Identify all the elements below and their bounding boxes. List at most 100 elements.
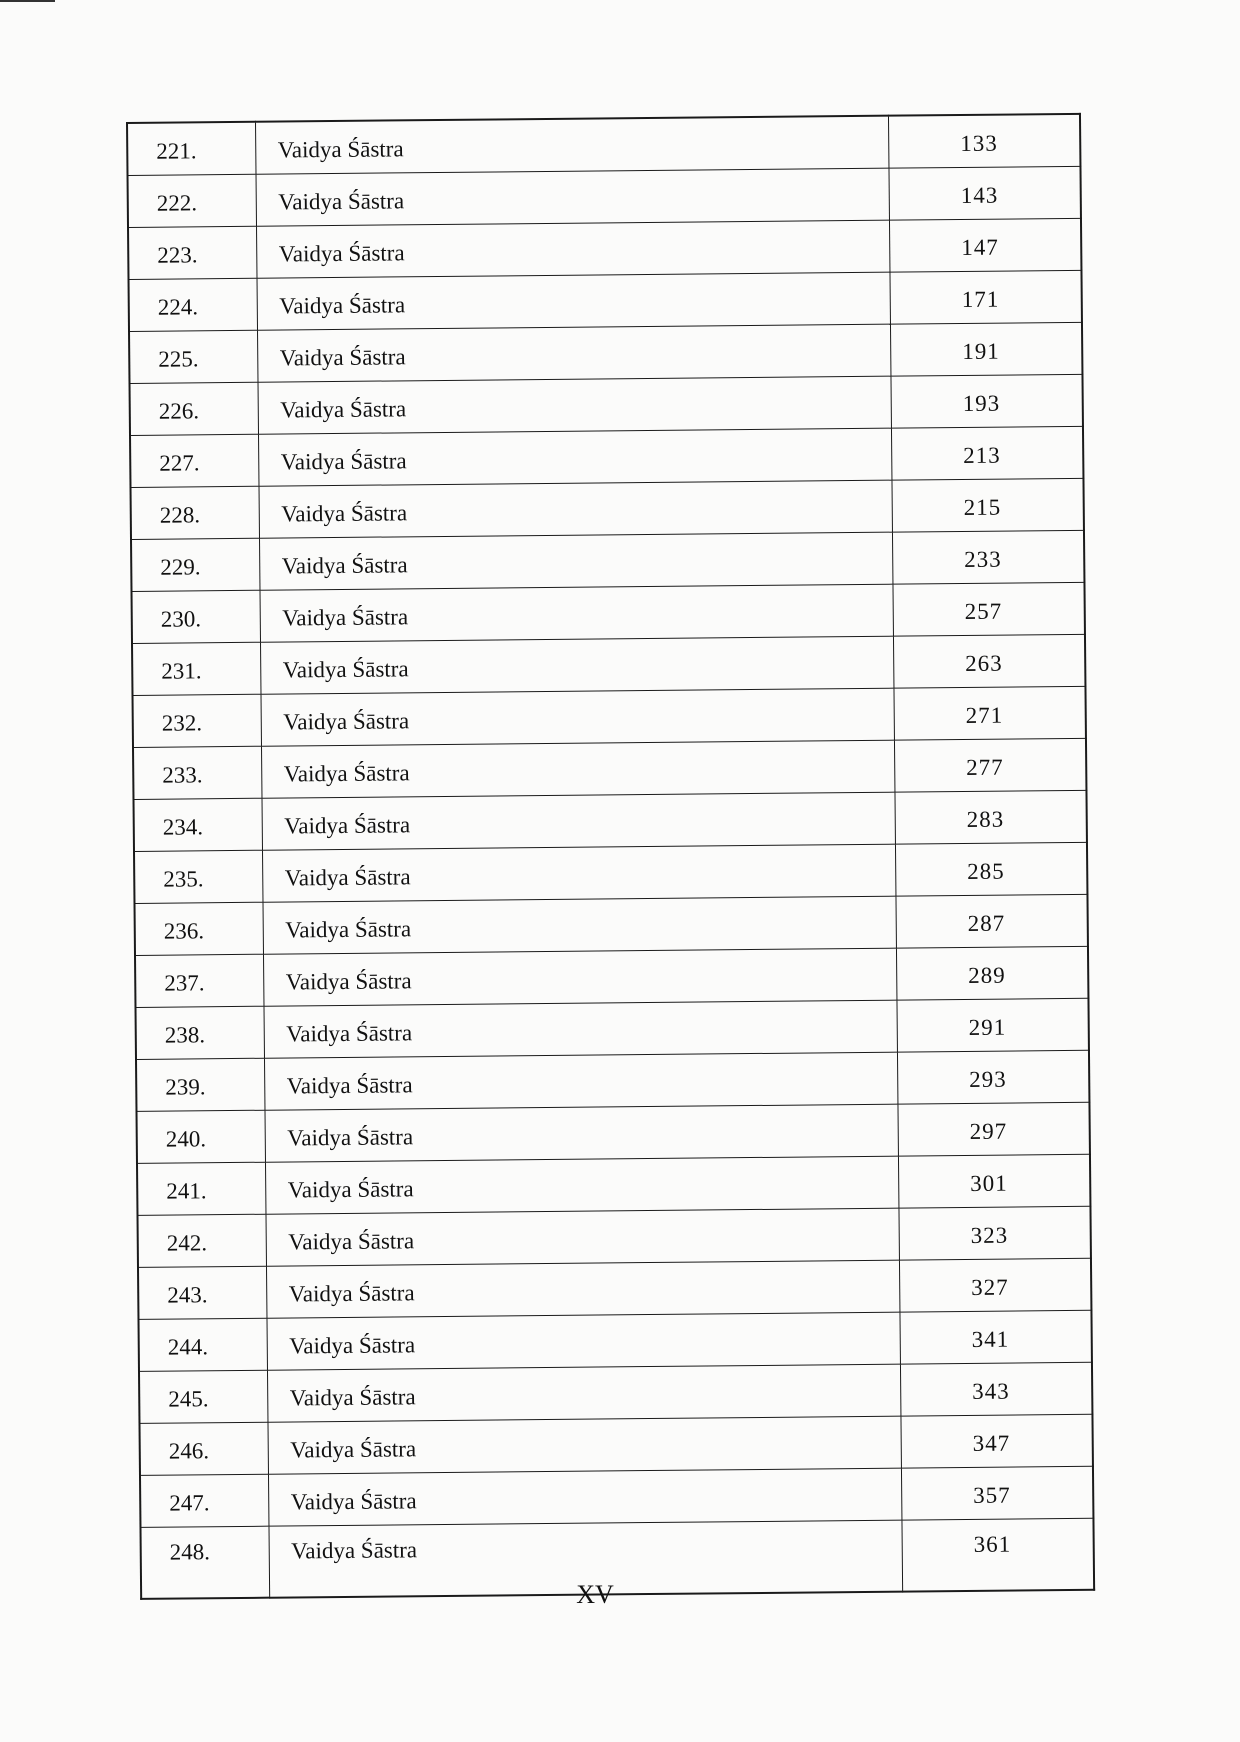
table-row: 225. Vaidya Śāstra 191 <box>129 322 1083 384</box>
row-title: Vaidya Śāstra <box>261 844 896 903</box>
row-number: 230. <box>131 590 261 644</box>
row-page: 297 <box>897 1102 1090 1157</box>
row-number: 240. <box>136 1110 265 1164</box>
row-number: 234. <box>133 798 262 852</box>
row-page: 193 <box>890 374 1083 429</box>
row-number: 227. <box>130 434 259 488</box>
row-number: 236. <box>134 902 263 956</box>
row-title: Vaidya Śāstra <box>259 584 893 643</box>
table-row: 232. Vaidya Śāstra 271 <box>132 686 1086 748</box>
row-title: Vaidya Śāstra <box>258 428 892 487</box>
row-title: Vaidya Śāstra <box>262 896 896 955</box>
table-row: 233. Vaidya Śāstra 277 <box>133 738 1087 800</box>
row-title: Vaidya Śāstra <box>259 532 893 591</box>
table-row: 224. Vaidya Śāstra 171 <box>128 270 1082 332</box>
row-title: Vaidya Śāstra <box>257 324 891 383</box>
row-title: Vaidya Śāstra <box>255 168 889 227</box>
table-row: 246. Vaidya Śāstra 347 <box>139 1414 1093 1476</box>
row-number: 242. <box>137 1214 266 1268</box>
row-page: 347 <box>900 1414 1093 1469</box>
row-number: 241. <box>136 1162 266 1216</box>
table-row: 228. Vaidya Śāstra 215 <box>130 478 1084 540</box>
row-number: 224. <box>128 278 258 332</box>
row-number: 235. <box>134 850 263 904</box>
row-page: 283 <box>894 790 1087 845</box>
row-page: 341 <box>899 1310 1092 1365</box>
table-row: 244. Vaidya Śāstra 341 <box>138 1310 1092 1372</box>
row-title: Vaidya Śāstra <box>260 636 894 695</box>
row-number: 229. <box>131 538 260 592</box>
row-page: 301 <box>897 1154 1091 1209</box>
row-number: 232. <box>132 694 261 748</box>
row-number: 233. <box>133 746 262 800</box>
row-number: 226. <box>129 382 259 436</box>
row-page: 287 <box>895 894 1088 949</box>
row-title: Vaidya Śāstra <box>266 1312 900 1371</box>
table-row: 230. Vaidya Śāstra 257 <box>131 582 1085 644</box>
row-page: 147 <box>888 218 1082 273</box>
row-title: Vaidya Śāstra <box>266 1364 901 1423</box>
table-row: 242. Vaidya Śāstra 323 <box>137 1206 1091 1268</box>
table-row: 227. Vaidya Śāstra 213 <box>130 426 1084 488</box>
row-number: 244. <box>138 1318 267 1372</box>
table-row: 237. Vaidya Śāstra 289 <box>135 946 1089 1008</box>
table-row: 234. Vaidya Śāstra 283 <box>133 790 1087 852</box>
row-page: 215 <box>891 478 1084 533</box>
table-row: 243. Vaidya Śāstra 327 <box>137 1258 1092 1320</box>
row-page: 293 <box>896 1050 1090 1105</box>
row-title: Vaidya Śāstra <box>264 1104 898 1163</box>
row-page: 271 <box>893 686 1086 741</box>
index-table: 221. Vaidya Śāstra 133 222. Vaidya Śāstra 143… <box>126 112 1096 1600</box>
row-page: 327 <box>898 1258 1092 1313</box>
row-title: Vaidya Śāstra <box>257 376 891 435</box>
table-row: 245. Vaidya Śāstra 343 <box>138 1362 1093 1424</box>
table-row: 240. Vaidya Śāstra 297 <box>136 1102 1090 1164</box>
row-number: 243. <box>137 1266 267 1320</box>
table-row: 239. Vaidya Śāstra 293 <box>135 1050 1090 1112</box>
row-page: 171 <box>889 270 1082 325</box>
table-row: 231. Vaidya Śāstra 263 <box>132 634 1086 696</box>
table-row: 223. Vaidya Śāstra 147 <box>128 218 1082 280</box>
row-number: 245. <box>138 1370 268 1424</box>
row-title: Vaidya Śāstra <box>258 480 892 539</box>
row-page: 191 <box>889 322 1083 377</box>
row-title: Vaidya Śāstra <box>267 1416 901 1475</box>
row-page: 133 <box>887 113 1081 169</box>
row-number: 247. <box>139 1474 269 1528</box>
row-number: 246. <box>139 1422 268 1476</box>
row-number: 221. <box>127 121 256 176</box>
row-title: Vaidya Śāstra <box>265 1208 899 1267</box>
row-page: 277 <box>893 738 1087 793</box>
table-row: 226. Vaidya Śāstra 193 <box>129 374 1083 436</box>
row-title: Vaidya Śāstra <box>261 792 895 851</box>
table-row: 222. Vaidya Śāstra 143 <box>127 166 1081 228</box>
table-row: 229. Vaidya Śāstra 233 <box>131 530 1085 592</box>
row-number: 238. <box>135 1006 264 1060</box>
row-title: Vaidya Śāstra <box>260 688 894 747</box>
row-page: 257 <box>892 582 1085 637</box>
row-number: 222. <box>127 174 257 228</box>
page-number: XV <box>576 1580 614 1609</box>
row-number: 225. <box>129 330 258 384</box>
row-page: 291 <box>896 998 1089 1053</box>
row-number: 237. <box>135 954 264 1008</box>
row-page: 343 <box>899 1362 1093 1417</box>
row-page: 233 <box>891 530 1085 585</box>
row-page: 285 <box>894 842 1088 897</box>
row-page: 289 <box>895 946 1089 1001</box>
row-page: 213 <box>890 426 1084 481</box>
table-row: 241. Vaidya Śāstra 301 <box>136 1154 1091 1216</box>
row-title: Vaidya Śāstra <box>260 740 895 799</box>
row-title: Vaidya Śāstra <box>262 948 897 1007</box>
row-title: Vaidya Śāstra <box>256 272 890 331</box>
row-page: 263 <box>892 634 1086 689</box>
row-title: Vaidya Śāstra <box>265 1260 900 1319</box>
scan-edge-mark <box>0 0 55 2</box>
row-number: 239. <box>135 1058 265 1112</box>
row-title: Vaidya Śāstra <box>256 220 890 279</box>
row-number: 228. <box>130 486 260 540</box>
row-page: 357 <box>900 1466 1094 1521</box>
table-row: 221. Vaidya Śāstra 133 <box>127 113 1081 176</box>
row-title: Vaidya Śāstra <box>263 1000 897 1059</box>
row-title: Vaidya Śāstra <box>264 1156 899 1215</box>
